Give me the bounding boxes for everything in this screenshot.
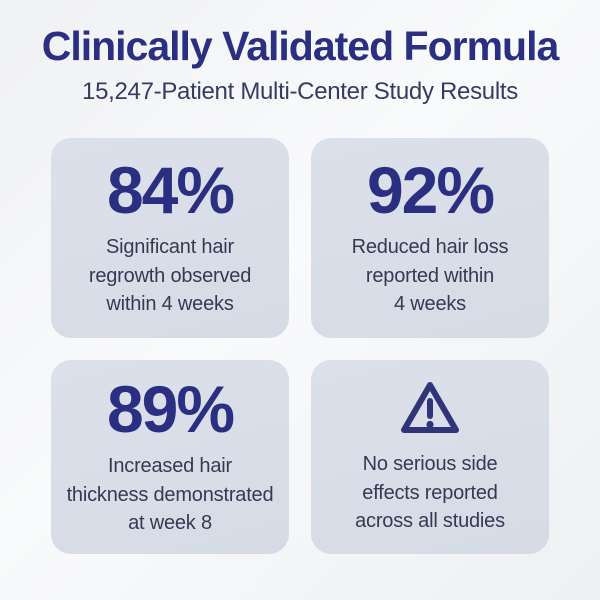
stat-description-thickness: Increased hair thickness demonstrated at… bbox=[66, 455, 274, 535]
stat-description-safety: No serious side effects reported across … bbox=[355, 453, 505, 533]
stat-card-safety: No serious side effects reported across … bbox=[311, 359, 549, 554]
stat-card-hair-loss: 92% Reduced hair loss reported within 4 … bbox=[311, 137, 549, 338]
page-title: Clinically Validated Formula bbox=[41, 23, 560, 69]
stat-value-regrowth: 84% bbox=[106, 153, 235, 228]
page-subtitle: 15,247-Patient Multi-Center Study Result… bbox=[82, 78, 518, 106]
stat-description-regrowth: Significant hair regrowth observed withi… bbox=[88, 236, 252, 316]
stat-description-hair-loss: Reduced hair loss reported within 4 week… bbox=[351, 236, 509, 316]
stat-value-thickness: 89% bbox=[106, 372, 235, 447]
warning-triangle-icon bbox=[398, 378, 462, 438]
stat-value-hair-loss: 92% bbox=[366, 153, 495, 228]
stats-grid: 84% Significant hair regrowth observed w… bbox=[51, 137, 549, 554]
stat-card-thickness: 89% Increased hair thickness demonstrate… bbox=[51, 359, 289, 554]
stat-card-regrowth: 84% Significant hair regrowth observed w… bbox=[51, 137, 289, 338]
header: Clinically Validated Formula 15,247-Pati… bbox=[0, 0, 600, 107]
